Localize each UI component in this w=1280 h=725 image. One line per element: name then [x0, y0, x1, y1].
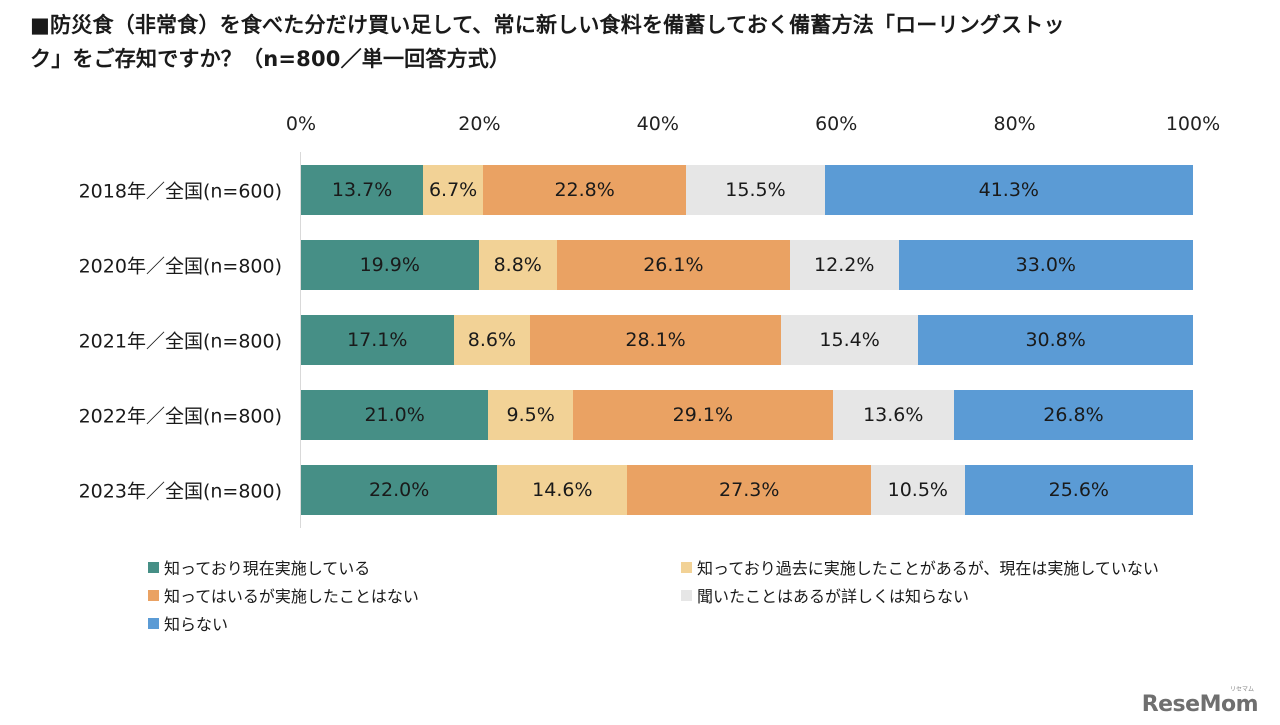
legend-swatch-icon [148, 561, 159, 573]
category-label: 2021年／全国(n=800) [78, 330, 282, 353]
bar-segment: 9.5% [488, 390, 574, 440]
legend-item: 知らない [148, 611, 228, 635]
bar-segment: 15.5% [686, 165, 825, 215]
data-label: 41.3% [978, 179, 1039, 201]
data-label: 29.1% [672, 404, 733, 426]
legend-item: 知っており過去に実施したことがあるが、現在は実施していない [681, 555, 1159, 579]
bar-segment: 19.9% [301, 240, 479, 290]
x-tick-label: 40% [636, 113, 679, 135]
data-label: 26.1% [643, 254, 704, 276]
data-label: 13.6% [863, 404, 924, 426]
bar-segment: 29.1% [573, 390, 833, 440]
bar-segment: 21.0% [301, 390, 489, 440]
legend-swatch-icon [681, 561, 692, 573]
data-label: 15.4% [819, 329, 880, 351]
bar-segment: 33.0% [898, 240, 1193, 290]
bar-segment: 22.0% [301, 465, 498, 515]
bar-segment: 12.2% [789, 240, 899, 290]
bar-segment: 26.8% [953, 390, 1193, 440]
chart-title: ■防災食（非常食）を食べた分だけ買い足して、常に新しい食料を備蓄しておく備蓄方法… [30, 8, 1260, 76]
x-tick-label: 80% [993, 113, 1036, 135]
category-label: 2020年／全国(n=800) [78, 255, 282, 278]
data-label: 26.8% [1043, 404, 1104, 426]
bar-segment: 26.1% [557, 240, 790, 290]
x-tick-label: 60% [815, 113, 858, 135]
data-label: 28.1% [625, 329, 686, 351]
data-label: 21.0% [364, 404, 425, 426]
data-label: 6.7% [428, 179, 478, 201]
bar-segment: 14.6% [497, 465, 628, 515]
data-label: 12.2% [814, 254, 875, 276]
data-label: 25.6% [1048, 479, 1109, 501]
legend-item: 知っており現在実施している [148, 555, 370, 579]
legend-item: 知ってはいるが実施したことはない [148, 583, 419, 607]
legend-swatch-icon [148, 617, 159, 629]
bar-segment: 6.7% [423, 165, 483, 215]
bar-segment: 27.3% [627, 465, 871, 515]
legend-label: 聞いたことはあるが詳しくは知らない [697, 587, 970, 606]
data-label: 30.8% [1025, 329, 1086, 351]
data-label: 17.1% [347, 329, 408, 351]
x-tick-label: 0% [285, 113, 317, 135]
x-tick-label: 20% [458, 113, 501, 135]
bar-segment: 41.3% [824, 165, 1193, 215]
data-label: 9.5% [506, 404, 555, 426]
category-label: 2023年／全国(n=800) [78, 480, 282, 503]
legend-label: 知っており過去に実施したことがあるが、現在は実施していない [697, 559, 1159, 578]
data-label: 22.0% [368, 479, 430, 501]
data-label: 22.8% [554, 179, 615, 201]
logo-text: ReseMom [1141, 692, 1259, 717]
legend-label: 知らない [164, 615, 229, 634]
chart-title-line-1: ■防災食（非常食）を食べた分だけ買い足して、常に新しい食料を備蓄しておく備蓄方法… [30, 13, 1065, 37]
legend-label: 知っており現在実施している [164, 559, 371, 578]
data-label: 14.6% [532, 479, 593, 501]
data-label: 10.5% [887, 479, 948, 501]
data-label: 13.7% [331, 179, 393, 201]
logo-kana: リセマム [1229, 686, 1254, 693]
bar-segment: 13.6% [832, 390, 954, 440]
data-label: 33.0% [1015, 254, 1076, 276]
bar-segment: 30.8% [918, 315, 1193, 365]
resemom-logo: ReseMom リセマム [1141, 686, 1259, 717]
data-label: 8.6% [467, 329, 517, 351]
bar-segment: 15.4% [780, 315, 919, 365]
legend-swatch-icon [148, 589, 159, 601]
bar-segment: 10.5% [870, 465, 965, 515]
bar-segment: 22.8% [482, 165, 687, 215]
legend-swatch-icon [681, 589, 692, 601]
y-axis-line [300, 152, 301, 528]
category-label: 2022年／全国(n=800) [78, 405, 282, 428]
x-tick-label: 100% [1165, 113, 1221, 135]
bar-segment: 8.8% [478, 240, 557, 290]
bar-segment: 17.1% [301, 315, 454, 365]
category-label: 2018年／全国(n=600) [78, 180, 282, 203]
bar-segment: 25.6% [964, 465, 1193, 515]
data-label: 27.3% [719, 479, 780, 501]
data-label: 19.9% [359, 254, 420, 276]
legend-item: 聞いたことはあるが詳しくは知らない [681, 583, 969, 607]
chart-title-line-2: ク」をご存知ですか？（n=800／単一回答方式） [30, 47, 511, 71]
bar-segment: 13.7% [301, 165, 424, 215]
bar-segment: 28.1% [530, 315, 781, 365]
legend-label: 知ってはいるが実施したことはない [164, 587, 419, 606]
data-label: 8.8% [493, 254, 542, 276]
data-label: 15.5% [725, 179, 786, 201]
bar-segment: 8.6% [453, 315, 531, 365]
